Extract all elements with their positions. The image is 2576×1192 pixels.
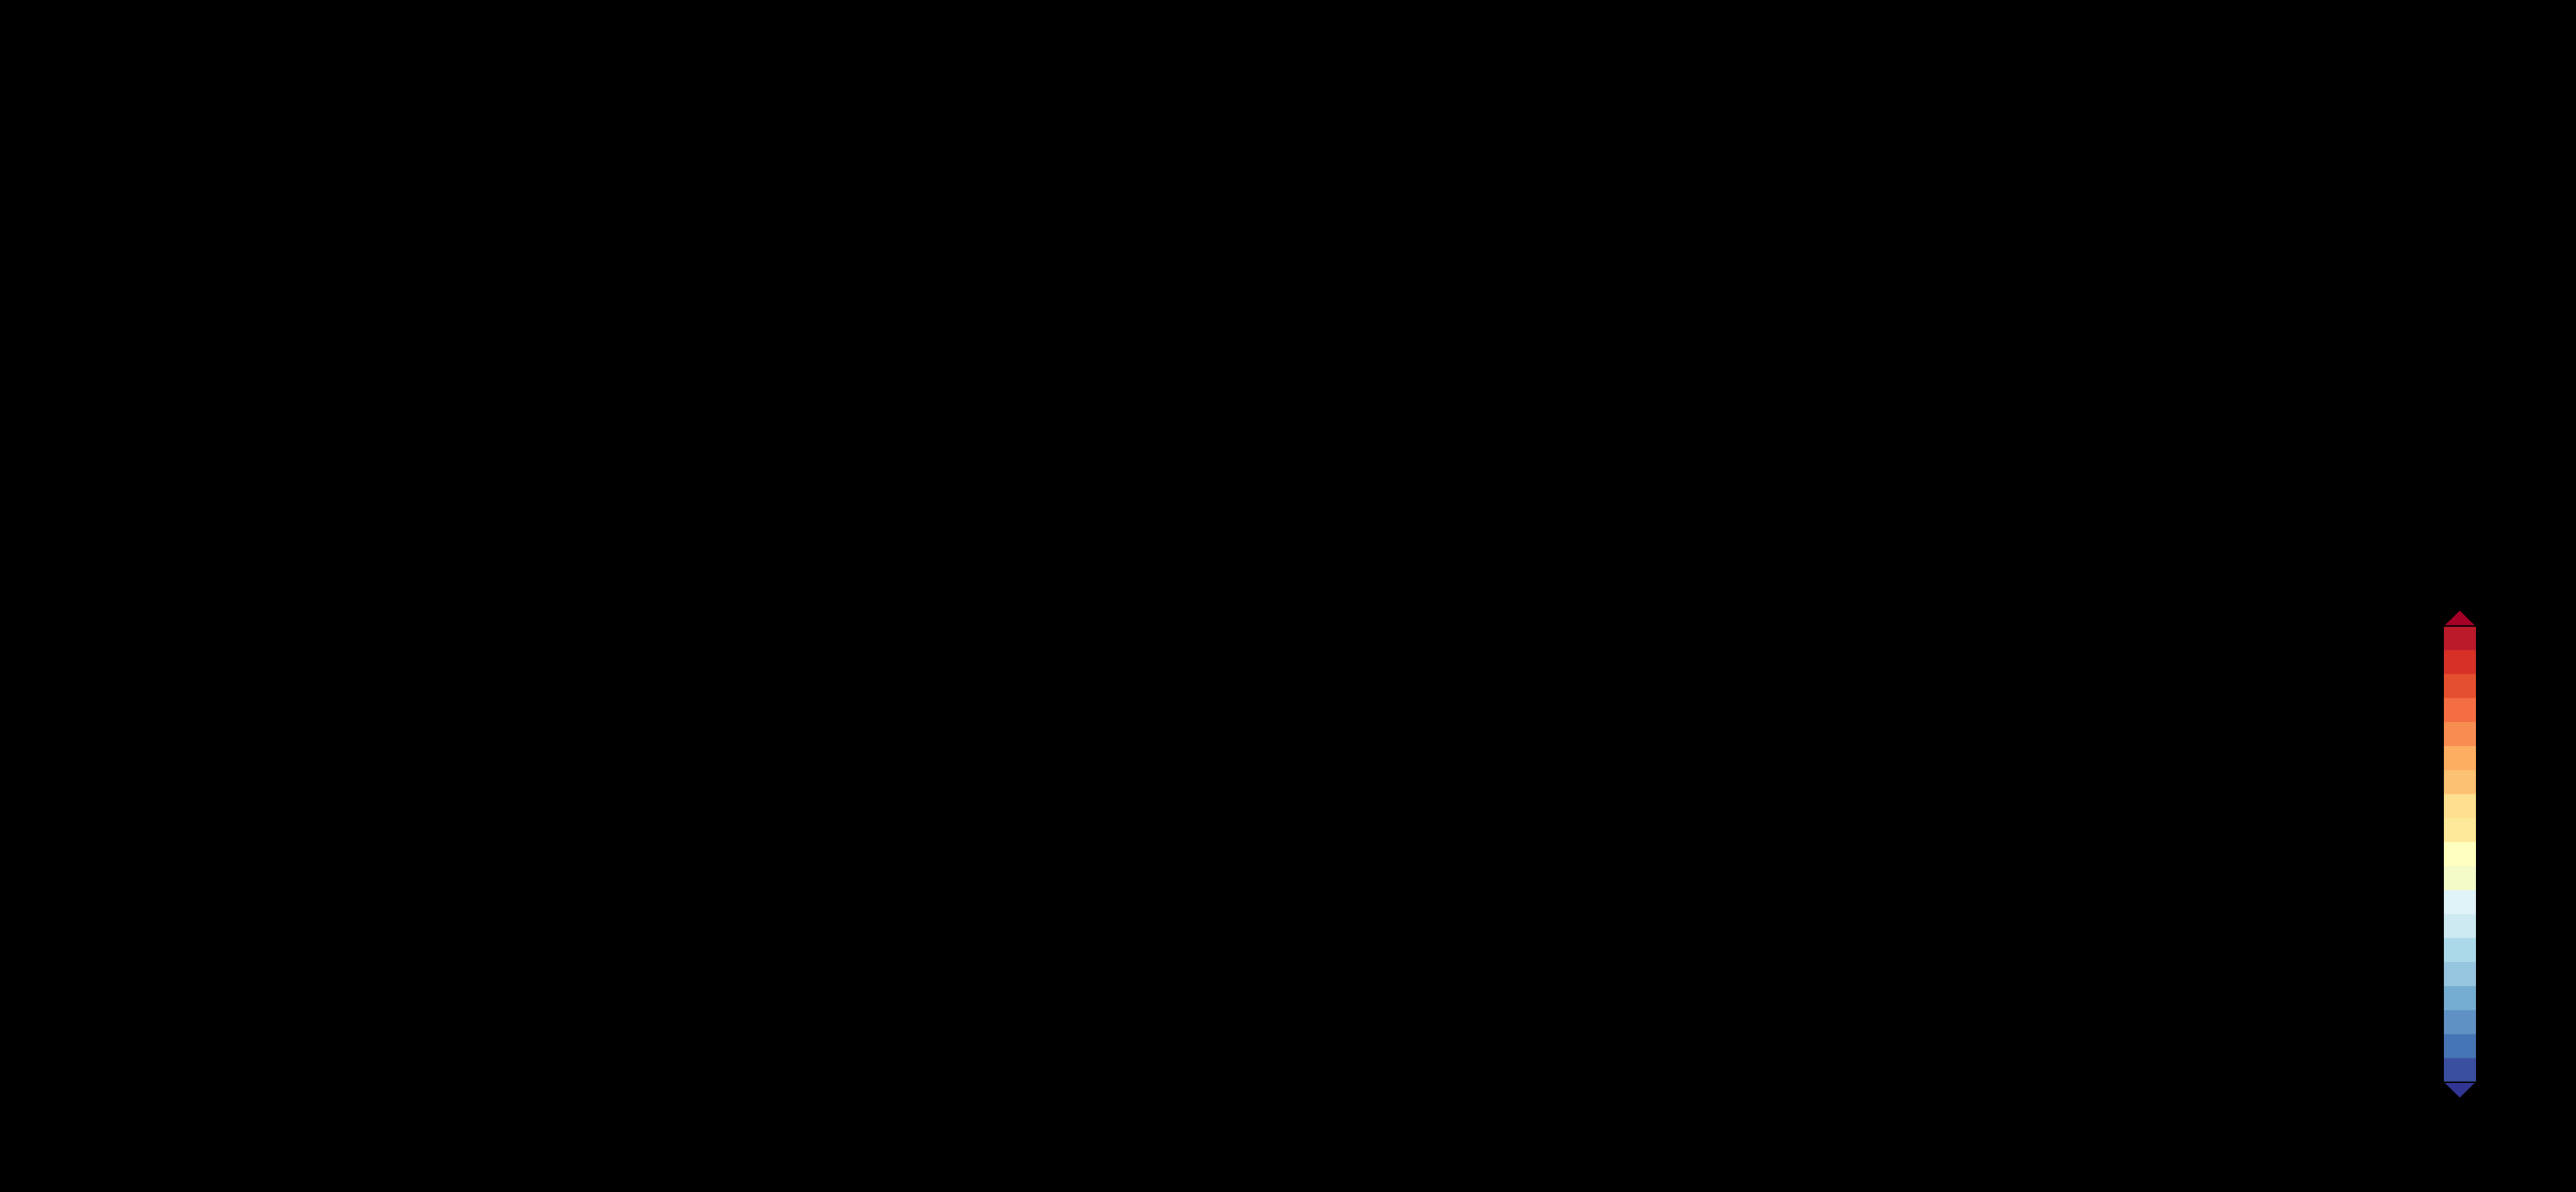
colorbar-bin bbox=[2443, 914, 2476, 939]
panel-title-part: 2 bbox=[1864, 560, 1879, 587]
lon-tick-label: 0° bbox=[1912, 1111, 1943, 1142]
lat-tick-label: 30°S bbox=[1363, 919, 1428, 951]
lon-tick-label: 120°E bbox=[2210, 1111, 2293, 1142]
panel-title-part: /s bbox=[1834, 562, 1864, 601]
land-masses bbox=[1442, 623, 2413, 1094]
colorbar-bin bbox=[2443, 1058, 2476, 1083]
colorbar-bin bbox=[2443, 818, 2476, 843]
lon-tick-label: 60°W bbox=[1728, 1111, 1803, 1142]
panel-title: kin. energy 100m [m2/s2] bbox=[1462, 560, 1892, 601]
panel-title-part: ] bbox=[1879, 562, 1892, 601]
lat-tick-label: 0° bbox=[1397, 839, 1428, 871]
colorbar-bin bbox=[2443, 721, 2476, 747]
lon-tick-label: 120°W bbox=[1558, 1111, 1650, 1142]
colorbar-bin bbox=[2443, 890, 2476, 915]
colorbar-frame bbox=[2442, 625, 2477, 1083]
colorbar-bin bbox=[2443, 770, 2476, 794]
panel-title-part: kin. energy 100m [m bbox=[1462, 562, 1820, 601]
colorbar-bin bbox=[2443, 626, 2476, 651]
colorbar-tick-label: −4 bbox=[2491, 871, 2532, 903]
colorbar-bin bbox=[2443, 1034, 2476, 1059]
colorbar: 0 −1 −2 −3 −4 −5 −6 −7 bbox=[2441, 608, 2532, 1100]
colorbar-bin bbox=[2443, 986, 2476, 1011]
colorbar-tick-label: −1 bbox=[2491, 676, 2532, 708]
land bbox=[1442, 623, 2413, 1094]
colorbar-tick-label: −5 bbox=[2491, 937, 2532, 968]
colorbar-bin bbox=[2443, 746, 2476, 771]
colorbar-bin bbox=[2443, 650, 2476, 674]
lat-tick-label: 60°S bbox=[1363, 1000, 1428, 1031]
lat-tick-label: 60°N bbox=[1359, 679, 1428, 711]
colorbar-bin bbox=[2443, 674, 2476, 699]
panel-label: (d) bbox=[1401, 569, 1440, 600]
lon-tick-label: 60°E bbox=[2057, 1111, 2122, 1142]
colorbar-bin bbox=[2443, 1010, 2476, 1035]
colorbar-tick-label: −3 bbox=[2491, 807, 2532, 838]
map-panel-d: 60°N 30°N 0° 30°S 60°S 120°W 60°W 0° 60°E 120°E (d… bbox=[1359, 560, 2532, 1142]
panel-ref: ref: nib0049 bbox=[2207, 562, 2413, 601]
colorbar-bin bbox=[2443, 794, 2476, 819]
colorbar-bin bbox=[2443, 866, 2476, 891]
colorbar-tick-label: −2 bbox=[2491, 741, 2532, 773]
colorbar-bin bbox=[2443, 841, 2476, 867]
colorbar-bin bbox=[2443, 938, 2476, 963]
colorbar-tick-label: −6 bbox=[2491, 1002, 2532, 1033]
colorbar-tick-label: −7 bbox=[2491, 1067, 2532, 1099]
colorbar-bin bbox=[2443, 698, 2476, 723]
lat-tick-label: 30°N bbox=[1359, 759, 1428, 790]
colorbar-bin bbox=[2443, 962, 2476, 987]
panel-title-part: 2 bbox=[1820, 560, 1835, 587]
colorbar-tick-label: 0 bbox=[2491, 611, 2509, 642]
